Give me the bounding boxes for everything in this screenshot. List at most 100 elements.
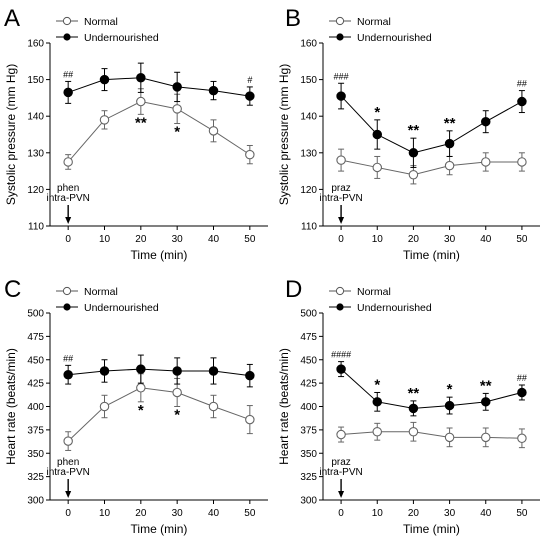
y-tick-label: 140 — [300, 112, 317, 123]
y-tick-label: 350 — [27, 449, 44, 460]
legend-normal-marker — [62, 16, 72, 26]
significance-mark: ** — [135, 114, 147, 131]
panel-letter: D — [285, 276, 302, 303]
annotation-drug: phen — [57, 183, 79, 194]
data-point-undernourished — [480, 397, 491, 407]
legend-normal-marker — [62, 286, 72, 296]
x-tick-label: 30 — [172, 234, 184, 245]
y-tick-label: 325 — [27, 472, 44, 483]
y-tick-label: 475 — [300, 332, 317, 343]
injection-arrow-head — [65, 491, 72, 498]
legend-undernourished-label: Undernourished — [84, 302, 159, 314]
data-point-undernourished — [63, 87, 73, 98]
x-tick-label: 30 — [444, 508, 456, 519]
legend-normal-label: Normal — [357, 286, 391, 298]
y-tick-label: 110 — [301, 222, 317, 233]
chart-panel-a: A 110 120 130 140 150 160 0 10 20 30 40 50 Time (min)… — [4, 5, 268, 262]
annotation-drug: praz — [331, 457, 350, 468]
x-tick-label: 10 — [372, 508, 384, 519]
x-tick-label: 20 — [408, 508, 420, 519]
injection-arrow-head — [65, 217, 72, 224]
data-point-undernourished — [372, 129, 382, 140]
data-point-normal — [172, 104, 182, 114]
significance-mark: ** — [480, 377, 492, 394]
chart-panel-d: D 300 325 350 375 400 425 450 475 500 0 10 20 30 40 50 T… — [277, 276, 540, 536]
data-point-undernourished — [517, 387, 527, 398]
data-point-undernourished — [172, 82, 182, 92]
x-tick-label: 0 — [65, 234, 71, 245]
data-point-undernourished — [245, 370, 255, 381]
y-tick-label: 400 — [27, 402, 44, 413]
panel-letter: C — [4, 276, 21, 303]
significance-mark: * — [447, 381, 453, 398]
data-point-normal — [444, 432, 455, 443]
chart-panel-b: B 110 120 130 140 150 160 0 10 20 30 40 50 Time (min)… — [277, 5, 540, 262]
significance-mark: ## — [517, 79, 527, 89]
series-line-undernourished — [68, 368, 250, 377]
x-tick-label: 10 — [99, 234, 111, 245]
data-point-undernourished — [136, 364, 146, 374]
series-line-undernourished — [340, 368, 523, 409]
data-point-normal — [372, 426, 382, 437]
data-point-undernourished — [208, 366, 219, 376]
x-tick-label: 40 — [480, 234, 492, 245]
y-tick-label: 120 — [300, 185, 317, 196]
y-tick-label: 450 — [300, 355, 317, 366]
x-tick-label: 50 — [516, 234, 528, 245]
series-line-normal — [341, 431, 522, 439]
x-axis-title: Time (min) — [403, 248, 460, 262]
y-tick-label: 300 — [27, 496, 44, 507]
y-tick-label: 300 — [300, 496, 317, 507]
data-point-normal — [245, 149, 255, 160]
x-tick-label: 50 — [244, 508, 256, 519]
data-point-normal — [136, 96, 146, 107]
data-point-undernourished — [63, 369, 73, 380]
series-line-normal — [340, 159, 522, 176]
legend-undernourished-label: Undernourished — [357, 302, 432, 314]
x-axis-title: Time (min) — [131, 248, 188, 262]
y-axis-title: Systolic pressure (mm Hg) — [277, 64, 291, 205]
significance-mark: ## — [517, 373, 527, 383]
significance-mark: #### — [331, 350, 351, 360]
y-tick-label: 130 — [27, 148, 44, 159]
legend-undernourished-marker — [63, 33, 71, 41]
data-point-undernourished — [517, 96, 527, 107]
data-point-undernourished — [444, 138, 455, 149]
y-tick-label: 150 — [27, 75, 44, 86]
data-point-normal — [336, 155, 346, 165]
data-point-normal — [208, 401, 219, 412]
legend-normal-marker — [335, 16, 345, 26]
x-tick-label: 20 — [135, 508, 147, 519]
legend-undernourished-label: Undernourished — [84, 32, 159, 44]
significance-mark: ** — [408, 122, 420, 139]
data-point-normal — [136, 383, 146, 393]
y-tick-label: 150 — [300, 75, 317, 86]
data-point-normal — [99, 115, 110, 125]
legend-normal-label: Normal — [357, 16, 391, 28]
x-tick-label: 20 — [135, 234, 147, 245]
data-point-undernourished — [208, 85, 219, 96]
significance-mark: ** — [408, 385, 420, 402]
significance-mark: ** — [444, 115, 456, 132]
x-tick-label: 40 — [208, 508, 220, 519]
significance-mark: * — [374, 104, 380, 121]
legend-undernourished-marker — [336, 303, 344, 311]
significance-mark: * — [138, 402, 144, 419]
y-tick-label: 450 — [27, 355, 44, 366]
data-point-normal — [517, 433, 527, 444]
series-line-normal — [67, 387, 251, 442]
annotation-site: intra-PVN — [46, 467, 89, 478]
panel-letter: A — [4, 5, 20, 32]
significance-mark: * — [174, 124, 180, 141]
y-axis-title: Heart rate (beats/min) — [277, 348, 291, 465]
x-tick-label: 10 — [99, 508, 111, 519]
data-point-normal — [444, 160, 455, 171]
significance-mark: ### — [334, 71, 349, 81]
data-point-undernourished — [372, 397, 382, 407]
data-point-undernourished — [99, 366, 110, 376]
data-point-undernourished — [336, 91, 346, 101]
y-tick-label: 160 — [27, 39, 44, 50]
y-tick-label: 130 — [300, 148, 317, 159]
legend-normal-label: Normal — [84, 16, 118, 28]
